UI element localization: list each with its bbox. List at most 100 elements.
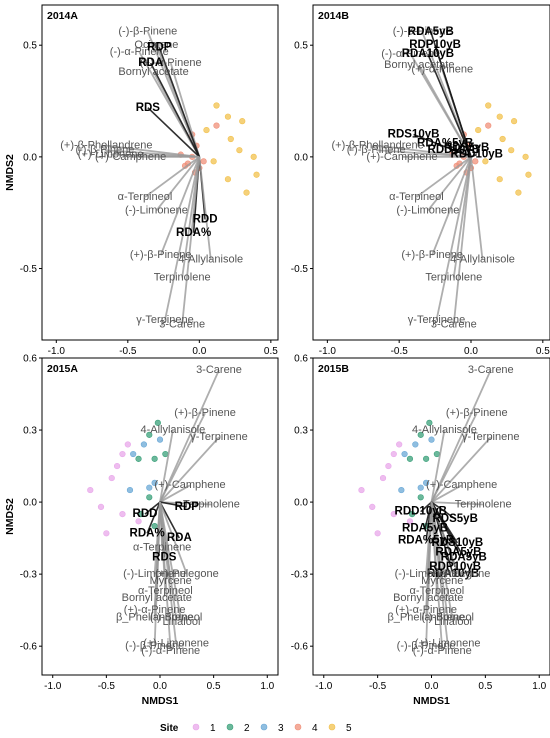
vector-label: (+)-β-Phellandrene	[332, 140, 424, 152]
vector-line	[159, 501, 188, 575]
site-point	[401, 450, 408, 458]
vector-label: RDD	[133, 508, 158, 520]
vector-label: (+)-α-Pinene	[140, 57, 202, 69]
site-point	[146, 494, 153, 501]
y-tick-label: -0.6	[291, 642, 309, 653]
panel-2015a: 3-Carene (+)-β-Pinene 4-Allylanisoleγ-Terp…	[4, 354, 279, 707]
vector-label: (+)-β-Phellandrene	[60, 140, 152, 152]
vector-line	[427, 156, 472, 212]
y-tick-label: -0.5	[291, 264, 309, 275]
site-point	[236, 147, 243, 154]
site-point	[124, 441, 131, 448]
vector-label: 3-Carene	[431, 318, 477, 330]
vector-label: γ-Terpinene	[408, 314, 465, 326]
vector-label: Linalool	[434, 616, 472, 628]
panel-title: 2014A	[47, 10, 78, 22]
legend-label: 2	[244, 723, 250, 734]
vector-line	[420, 501, 433, 513]
vector-line	[159, 436, 220, 503]
site-point	[496, 176, 503, 183]
vector-label: (-)-α-Pinene	[381, 48, 440, 60]
site-point	[213, 122, 220, 129]
site-point	[385, 462, 392, 470]
panel-frame	[312, 4, 550, 341]
vector-line	[434, 44, 472, 158]
site-point	[475, 126, 482, 134]
vector-line	[430, 502, 444, 652]
panel-title: 2014B	[318, 10, 349, 22]
vector-line	[465, 147, 472, 158]
site-point	[485, 102, 492, 109]
x-tick-label: 0.5	[536, 346, 550, 357]
site-point	[406, 518, 414, 525]
vector-label: Terpinolene	[154, 271, 211, 283]
x-tick-label: -0.5	[369, 681, 387, 692]
vector-label: Myrcene	[421, 575, 463, 587]
site-point	[522, 153, 529, 160]
site-point	[426, 419, 433, 426]
site-point	[135, 518, 142, 525]
x-tick-label: 0.5	[207, 681, 221, 692]
vector-label: RDD10yB	[395, 506, 447, 518]
x-tick-label: -1.0	[44, 681, 62, 692]
site-point	[126, 486, 134, 494]
x-tick-label: 1.0	[532, 681, 546, 692]
legend-title: Site	[160, 723, 179, 734]
vector-label: (-)-β-Pinene	[125, 640, 184, 652]
x-tick-label: 1.0	[260, 681, 274, 692]
vector-label: RDA10yB	[402, 48, 454, 60]
vector-label: (+)-β-Pinene	[446, 407, 508, 419]
y-tick-label: 0.6	[294, 354, 308, 365]
vector-label: (+)-β-Pinene	[130, 249, 192, 261]
vector-label: (-)-Borneol	[421, 611, 474, 623]
site-point	[154, 419, 161, 426]
site-point	[119, 510, 126, 518]
vector-label: RDD10yB	[451, 149, 503, 161]
site-legend: Site 1 2 3 4 5	[160, 723, 352, 734]
site-point	[433, 450, 440, 458]
vector-label: 3-Carene	[196, 364, 242, 376]
vector-label: (-)-Borneol	[150, 611, 203, 623]
vector-label: (+)-Pulegone	[426, 568, 490, 580]
vector-label: (-)-α-Pinene	[413, 645, 472, 657]
site-point	[203, 126, 210, 134]
site-point	[417, 484, 424, 491]
vector-line	[198, 156, 212, 260]
vector-label: β_Phellandrene	[116, 611, 193, 623]
vector-label: 3-Carene	[468, 364, 514, 376]
panel-2014a: (-)-β-PineneOcimene(-)-α-Pinene(+)-α-Pin…	[4, 4, 279, 357]
vector-label: RDA5yB	[408, 26, 454, 38]
panel-title: 2015B	[318, 363, 349, 375]
site-point	[525, 171, 532, 178]
legend-key	[192, 723, 200, 731]
site-point	[156, 436, 164, 443]
vector-line	[431, 501, 456, 520]
vector-line	[430, 429, 446, 503]
vector-label: RDP	[175, 501, 200, 513]
site-point	[472, 158, 479, 165]
vector-label: (-)-Limonene	[125, 204, 188, 216]
x-tick-label: -0.5	[98, 681, 116, 692]
y-axis-label: NMDS2	[4, 154, 16, 191]
panel-title: 2015A	[47, 363, 78, 375]
site-point	[409, 510, 416, 518]
vector-label: Terpinolene	[425, 271, 482, 283]
x-tick-label: -0.5	[119, 346, 137, 357]
site-point	[130, 450, 137, 458]
vector-label: Terpinolene	[455, 498, 512, 510]
legend-label: 5	[346, 723, 352, 734]
vector-line	[144, 156, 200, 198]
vector-label: 3-Carene	[159, 318, 205, 330]
vector-line	[431, 501, 484, 506]
vector-line	[164, 156, 201, 321]
vector-line	[427, 53, 472, 158]
vector-label: RDS10yB	[388, 129, 440, 141]
legend-key	[294, 723, 302, 731]
vector-label: RDA%5yB	[417, 137, 473, 149]
site-point	[210, 158, 217, 165]
vector-line	[430, 501, 449, 644]
vector-line	[430, 501, 465, 558]
y-tick-label: 0.0	[294, 152, 308, 163]
site-point	[499, 135, 506, 143]
